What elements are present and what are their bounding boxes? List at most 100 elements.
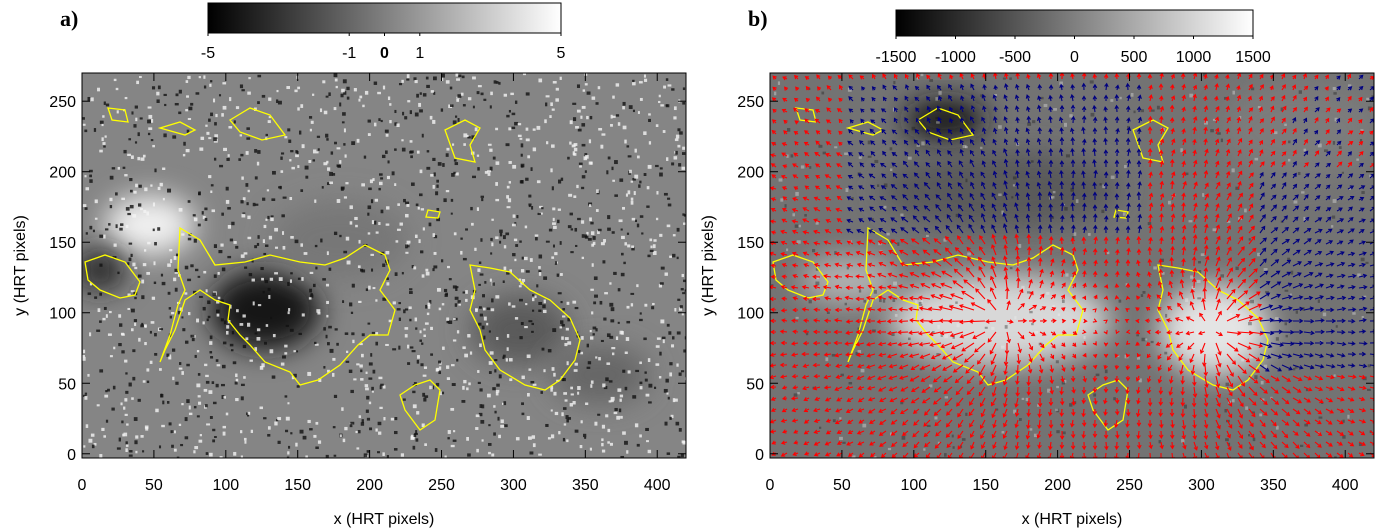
image-speckle (851, 455, 856, 458)
image-speckle (1225, 382, 1230, 387)
vector-arrow (1158, 430, 1164, 440)
image-speckle (131, 328, 134, 332)
image-speckle (394, 272, 398, 276)
vector-arrow (1347, 151, 1352, 157)
image-speckle (442, 346, 445, 350)
image-feature (82, 250, 125, 290)
vector-arrow (992, 419, 997, 429)
vector-arrow (876, 319, 887, 324)
image-speckle (87, 292, 92, 295)
vector-arrow (1125, 259, 1131, 267)
vector-arrow (1358, 285, 1368, 290)
vector-arrow (1281, 397, 1290, 405)
vector-arrow (969, 159, 975, 168)
image-speckle (246, 137, 251, 140)
vector-arrow (1159, 236, 1164, 245)
image-speckle (294, 239, 299, 244)
vector-arrow (1061, 307, 1066, 312)
image-speckle (655, 363, 660, 366)
image-speckle (631, 217, 636, 221)
vector-arrow (1137, 224, 1142, 234)
vector-arrow (977, 277, 986, 289)
vector-arrow (1070, 375, 1076, 383)
vector-arrow (1192, 267, 1198, 278)
image-speckle (893, 281, 897, 286)
image-speckle (284, 136, 288, 139)
image-speckle (244, 266, 248, 269)
image-speckle (514, 121, 519, 126)
vector-arrow (803, 141, 810, 146)
image-speckle (115, 192, 118, 196)
vector-arrow (1358, 441, 1366, 446)
image-speckle (407, 362, 411, 365)
image-speckle (495, 81, 499, 84)
image-speckle (476, 91, 480, 95)
image-speckle (147, 241, 151, 245)
vector-arrow (812, 362, 821, 368)
vector-arrow (1292, 386, 1302, 393)
image-speckle (557, 208, 561, 211)
vector-arrow (845, 330, 854, 335)
vector-arrow (877, 295, 887, 300)
vector-arrow (1175, 330, 1184, 336)
image-speckle (532, 309, 535, 312)
image-speckle (611, 231, 615, 234)
vector-arrow (1347, 430, 1354, 436)
image-speckle (247, 236, 252, 240)
vector-arrow (940, 342, 953, 349)
vector-arrow (1303, 162, 1309, 168)
vector-arrow (945, 419, 953, 428)
vector-arrow (1049, 270, 1055, 278)
image-speckle (199, 147, 204, 151)
image-speckle (568, 417, 572, 420)
image-speckle (209, 416, 213, 419)
vector-arrow (930, 283, 942, 289)
vector-arrow (993, 84, 998, 91)
image-speckle (172, 376, 175, 381)
image-speckle (463, 143, 466, 146)
image-speckle (456, 98, 460, 102)
image-speckle (203, 75, 206, 79)
vector-arrow (1135, 307, 1140, 312)
vector-arrow (1259, 181, 1265, 190)
image-speckle (603, 317, 607, 321)
image-speckle (632, 395, 637, 399)
image-speckle (519, 240, 522, 243)
vector-arrow (1155, 341, 1162, 346)
image-speckle (103, 435, 107, 438)
image-speckle (538, 266, 541, 269)
image-speckle (227, 207, 231, 210)
vector-arrow (1093, 259, 1098, 267)
image-speckle (660, 319, 665, 324)
vector-arrow (1178, 291, 1184, 300)
vector-arrow (1281, 239, 1290, 245)
x-tick-label: 250 (428, 477, 455, 494)
image-speckle (423, 366, 428, 369)
image-speckle (938, 90, 942, 95)
vector-arrow (802, 240, 810, 245)
vector-arrow (1237, 160, 1242, 168)
image-speckle (214, 134, 219, 138)
vector-arrow (1259, 408, 1268, 416)
vector-arrow (1358, 108, 1364, 113)
vector-arrow (856, 375, 865, 380)
image-speckle (626, 450, 629, 454)
vector-arrow (902, 441, 909, 448)
image-speckle (147, 119, 151, 124)
vector-arrow (1248, 268, 1258, 278)
vector-arrow (1147, 246, 1153, 256)
image-speckle (683, 214, 686, 217)
vector-arrow (1004, 104, 1009, 113)
image-speckle (339, 434, 342, 438)
image-speckle (937, 441, 940, 444)
vector-arrow (1059, 104, 1065, 113)
vector-arrow (1115, 248, 1120, 256)
image-speckle (499, 232, 503, 237)
vector-arrow (1336, 140, 1342, 146)
vector-arrow (1059, 441, 1065, 450)
image-speckle (449, 86, 453, 90)
vector-arrow (1016, 277, 1021, 289)
image-speckle (462, 385, 465, 390)
vector-arrow (812, 329, 821, 335)
image-speckle (104, 228, 109, 231)
